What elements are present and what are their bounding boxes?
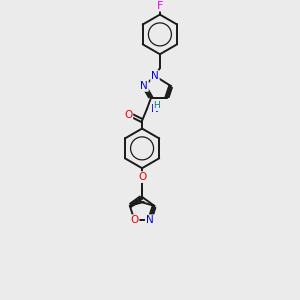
Text: H: H: [154, 101, 160, 110]
Text: N: N: [151, 104, 159, 114]
Text: N: N: [146, 215, 154, 225]
Text: O: O: [138, 172, 146, 182]
Text: N: N: [140, 81, 148, 91]
Text: O: O: [124, 110, 132, 120]
Text: O: O: [130, 215, 139, 225]
Text: N: N: [151, 71, 159, 81]
Text: F: F: [157, 1, 163, 11]
